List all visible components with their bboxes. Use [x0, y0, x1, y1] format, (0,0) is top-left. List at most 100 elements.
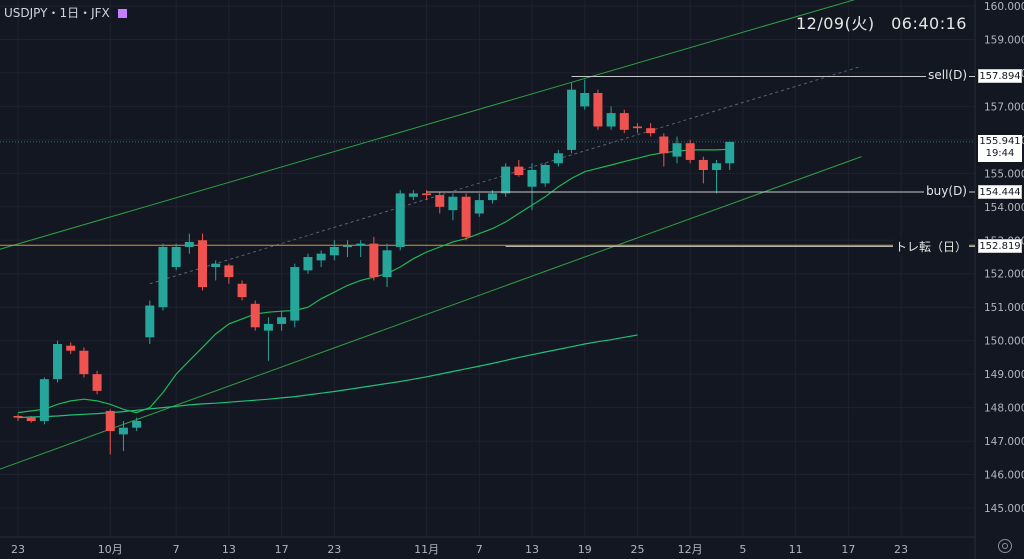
- candle-body: [435, 195, 445, 207]
- x-tick-label: 11月: [414, 543, 439, 556]
- settings-icon[interactable]: [998, 539, 1012, 553]
- candle-body: [250, 303, 260, 328]
- candle-body: [567, 89, 577, 150]
- x-tick-label: 11: [789, 543, 803, 556]
- candle-body: [237, 283, 247, 298]
- candle-body: [580, 93, 590, 107]
- x-tick-label: 17: [841, 543, 855, 556]
- level-price-tag: 152.819: [978, 239, 1022, 254]
- candle-body: [105, 410, 115, 432]
- candle-body: [158, 246, 168, 308]
- y-tick-label: 160.000: [984, 1, 1024, 13]
- level-price-tag: 157.894: [978, 69, 1022, 84]
- candle-body: [356, 243, 366, 246]
- candle-body: [145, 305, 155, 338]
- candle-body: [514, 166, 524, 176]
- x-tick-label: 7: [173, 543, 180, 556]
- candle-body: [171, 246, 181, 268]
- level-line-label: トレ転（日）: [892, 238, 969, 256]
- y-tick-label: 154.000: [984, 202, 1024, 214]
- x-tick-label: 23: [894, 543, 908, 556]
- candle-countdown: 19:44: [985, 147, 1015, 159]
- candle-body: [13, 415, 23, 418]
- candle-body: [646, 128, 656, 134]
- candle-body: [619, 113, 629, 130]
- candle-body: [659, 136, 669, 154]
- candle-body: [316, 253, 326, 261]
- candle-body: [343, 245, 352, 247]
- ma-long-line: [17, 334, 638, 419]
- candle-body: [198, 240, 208, 288]
- candle-body: [263, 323, 273, 331]
- candle-body: [461, 196, 471, 237]
- candle-body: [448, 196, 458, 211]
- x-tick-label: 23: [327, 543, 341, 556]
- current-price-value: 155.941: [979, 135, 1021, 147]
- candle-body: [553, 153, 563, 164]
- candle-body: [474, 200, 484, 214]
- candle-body: [39, 379, 49, 421]
- symbol-label: USDJPY・1日・JFX: [4, 6, 110, 20]
- candle-body: [540, 164, 550, 184]
- candle-body: [395, 193, 405, 247]
- level-line-label: sell(D): [926, 68, 969, 83]
- symbol-header[interactable]: USDJPY・1日・JFX: [4, 4, 127, 21]
- y-tick-label: 157.000: [984, 101, 1024, 113]
- candle-body: [53, 344, 63, 380]
- candle-body: [211, 263, 221, 268]
- y-tick-label: 155.000: [984, 168, 1024, 180]
- y-tick-label: 146.000: [984, 470, 1024, 482]
- candle-body: [369, 243, 379, 278]
- candle-body: [606, 113, 616, 127]
- x-tick-label: 23: [11, 543, 25, 556]
- candle-body: [408, 193, 418, 197]
- x-tick-label: 13: [222, 543, 236, 556]
- current-price-tag: 155.941 19:44: [978, 134, 1022, 162]
- clock-readout: 12/09(火) 06:40:16: [796, 14, 967, 33]
- candle-body: [92, 374, 102, 391]
- level-price-tag: 154.444: [978, 184, 1022, 199]
- candle-body: [329, 246, 339, 256]
- y-tick-label: 151.000: [984, 302, 1024, 314]
- level-line-label: buy(D): [924, 183, 969, 198]
- y-tick-label: 152.000: [984, 269, 1024, 281]
- candle-body: [422, 193, 432, 196]
- x-tick-label: 17: [275, 543, 289, 556]
- x-tick-label: 12月: [678, 543, 703, 556]
- candle-body: [277, 317, 287, 324]
- candle-body: [66, 345, 76, 351]
- x-tick-label: 19: [578, 543, 592, 556]
- x-tick-label: 10月: [98, 543, 123, 556]
- candle-body: [632, 126, 642, 129]
- y-tick-label: 147.000: [984, 436, 1024, 448]
- candle-body: [593, 93, 603, 127]
- candle-body: [184, 241, 194, 247]
- candle-body: [132, 420, 142, 428]
- candle-body: [79, 350, 89, 375]
- ma-short-line: [17, 148, 730, 414]
- candle-body: [501, 166, 511, 194]
- x-tick-label: 25: [630, 543, 644, 556]
- candle-body: [672, 143, 682, 157]
- x-tick-label: 5: [739, 543, 746, 556]
- candle-body: [725, 141, 735, 164]
- candle-body: [487, 193, 497, 201]
- y-tick-label: 145.000: [984, 503, 1024, 515]
- flag-icon[interactable]: [117, 9, 127, 18]
- candle-body: [224, 265, 234, 278]
- y-tick-label: 159.000: [984, 34, 1024, 46]
- candle-body: [712, 163, 722, 170]
- channel-upper-line: [0, 0, 856, 250]
- candle-body: [118, 427, 128, 435]
- candle-body: [698, 159, 708, 170]
- channel-lower-line: [0, 156, 862, 470]
- y-tick-label: 149.000: [984, 369, 1024, 381]
- y-tick-label: 150.000: [984, 336, 1024, 348]
- candle-body: [685, 143, 695, 160]
- candle-body: [290, 267, 300, 321]
- x-tick-label: 7: [476, 543, 483, 556]
- candle-body: [527, 169, 537, 187]
- candle-body: [382, 250, 392, 278]
- candle-body: [303, 257, 313, 271]
